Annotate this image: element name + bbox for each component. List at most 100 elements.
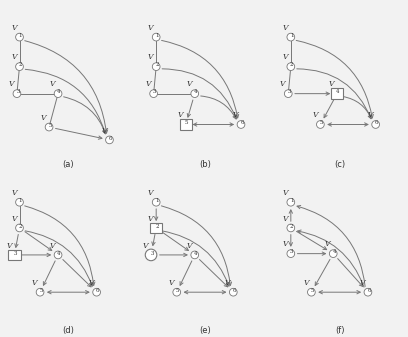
Text: 3: 3	[288, 89, 291, 94]
Text: V: V	[41, 114, 47, 122]
Text: V: V	[11, 189, 17, 197]
Text: 3: 3	[13, 251, 17, 256]
Circle shape	[191, 251, 199, 259]
Circle shape	[36, 288, 44, 296]
Text: 6: 6	[375, 120, 378, 125]
Circle shape	[152, 33, 160, 41]
Text: 6: 6	[96, 288, 99, 293]
Text: 2: 2	[155, 224, 159, 229]
Text: V: V	[89, 279, 94, 287]
Circle shape	[16, 63, 23, 70]
Circle shape	[152, 63, 160, 70]
Circle shape	[284, 90, 292, 97]
Text: V: V	[11, 24, 17, 32]
Circle shape	[47, 125, 51, 129]
Circle shape	[173, 288, 181, 296]
Text: V: V	[148, 215, 153, 222]
Circle shape	[317, 121, 324, 128]
Circle shape	[193, 92, 197, 95]
Text: V: V	[186, 242, 192, 249]
Circle shape	[16, 33, 23, 41]
Text: V: V	[148, 24, 153, 32]
Circle shape	[287, 33, 295, 41]
Text: 2: 2	[290, 62, 293, 67]
Text: (c): (c)	[334, 160, 345, 170]
Text: V: V	[177, 111, 183, 119]
Text: 4: 4	[57, 89, 61, 94]
Text: V: V	[283, 189, 288, 197]
Text: V: V	[325, 240, 330, 248]
Circle shape	[155, 65, 158, 68]
Circle shape	[191, 90, 199, 97]
Text: 1: 1	[290, 33, 293, 38]
Circle shape	[152, 92, 155, 95]
Text: 5: 5	[185, 120, 188, 125]
Text: V: V	[6, 242, 12, 249]
Text: 1: 1	[290, 198, 293, 203]
Text: V: V	[303, 279, 309, 287]
Text: 2: 2	[290, 224, 293, 229]
Circle shape	[16, 198, 23, 206]
Circle shape	[54, 251, 62, 259]
FancyBboxPatch shape	[180, 119, 192, 130]
Text: V: V	[283, 215, 288, 222]
Text: V: V	[101, 126, 107, 134]
Text: (d): (d)	[62, 326, 74, 335]
Text: 3: 3	[150, 251, 154, 256]
Circle shape	[237, 121, 245, 128]
Text: 6: 6	[367, 288, 370, 293]
Text: 1: 1	[155, 198, 159, 203]
Circle shape	[13, 90, 21, 97]
Text: 6: 6	[233, 288, 236, 293]
Circle shape	[93, 288, 100, 296]
Circle shape	[56, 92, 60, 95]
FancyBboxPatch shape	[150, 222, 162, 233]
FancyBboxPatch shape	[331, 88, 343, 99]
Circle shape	[287, 224, 295, 232]
Text: 4: 4	[333, 249, 336, 254]
Circle shape	[152, 198, 160, 206]
Text: V: V	[11, 53, 17, 61]
Text: 2: 2	[155, 62, 159, 67]
Text: 5: 5	[319, 120, 323, 125]
Circle shape	[56, 92, 60, 95]
Circle shape	[152, 92, 155, 95]
FancyBboxPatch shape	[8, 249, 20, 260]
Circle shape	[145, 249, 157, 261]
Text: (f): (f)	[335, 326, 344, 335]
Text: 3: 3	[16, 89, 20, 94]
Circle shape	[329, 250, 337, 257]
Text: 5: 5	[48, 123, 52, 128]
Text: V: V	[283, 53, 288, 61]
Text: 4: 4	[336, 89, 340, 94]
Circle shape	[289, 65, 293, 68]
Circle shape	[289, 65, 293, 68]
Text: 4: 4	[194, 251, 197, 256]
Text: (b): (b)	[199, 160, 211, 170]
Circle shape	[18, 35, 21, 39]
Circle shape	[286, 92, 290, 95]
Text: V: V	[32, 279, 38, 287]
Text: V: V	[148, 189, 153, 197]
Text: V: V	[360, 279, 365, 287]
Text: V: V	[225, 279, 231, 287]
Circle shape	[54, 90, 62, 97]
Text: V: V	[280, 80, 286, 88]
Circle shape	[150, 90, 157, 97]
Text: V: V	[283, 240, 288, 248]
Circle shape	[372, 121, 379, 128]
Circle shape	[45, 123, 53, 131]
Text: V: V	[329, 80, 335, 88]
Circle shape	[16, 224, 23, 232]
Text: 3: 3	[290, 249, 293, 254]
Circle shape	[287, 63, 295, 70]
Text: V: V	[11, 215, 17, 222]
Text: V: V	[169, 279, 174, 287]
Circle shape	[15, 92, 19, 95]
Text: 5: 5	[310, 288, 314, 293]
Circle shape	[106, 136, 113, 144]
Text: V: V	[50, 80, 55, 88]
Text: (a): (a)	[62, 160, 74, 170]
Text: V: V	[283, 24, 288, 32]
Text: V: V	[312, 111, 318, 119]
